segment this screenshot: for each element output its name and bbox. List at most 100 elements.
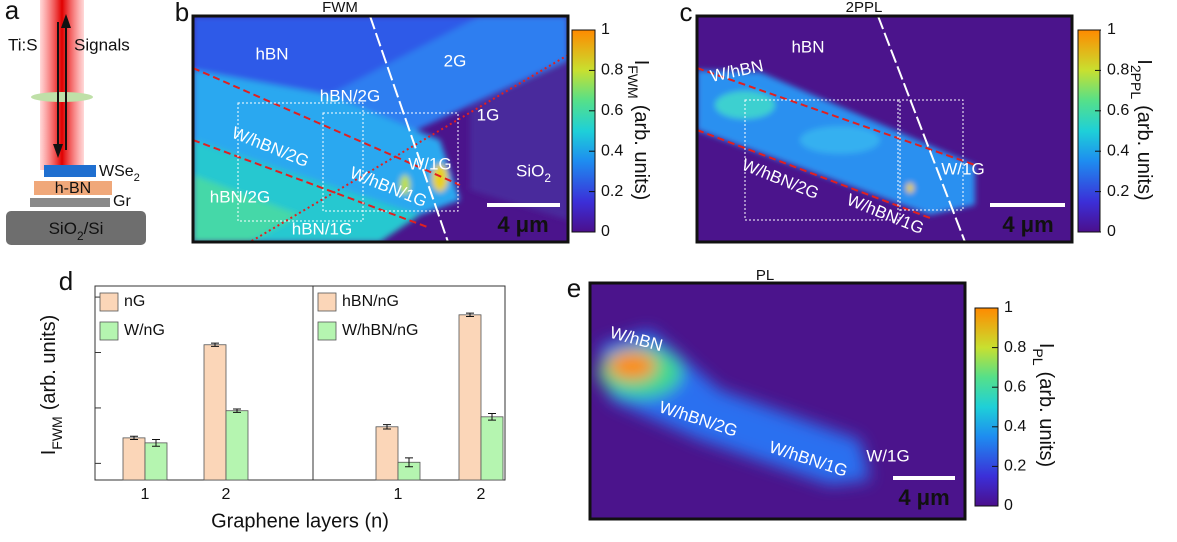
colorbar-tick-label: 0.2 [1107,183,1129,200]
colorbar-tick-label: 0.6 [601,102,623,119]
legend-swatch [317,292,337,312]
map-frame [588,281,967,521]
arrow-head [61,14,71,28]
region-box [237,102,364,222]
region-label: hBN [791,37,824,56]
error-bar [488,412,496,421]
error-bar [152,439,160,447]
region-label: hBN [255,44,288,63]
colorbar-label: IPL (arb. units) [1030,343,1056,467]
x-tick-label: 1 [141,486,150,503]
wse2-label-part: WSe [99,163,134,180]
legend-swatch [317,321,337,341]
colorbar-tick-label: 0 [1107,223,1116,240]
colorbar-tick-label: 1 [1004,299,1013,316]
error-bar [383,424,391,430]
boundary-line [877,16,966,242]
hot-spot [906,183,914,193]
region-label: hBN/2G [320,86,380,105]
map-frame [695,14,1074,244]
error-bar [233,408,241,413]
outline [249,54,568,242]
x-axis-label: Graphene layers (n) [211,510,389,532]
legend-label: nG [124,293,145,310]
error-bar [466,312,474,317]
x-tick-label: 2 [222,486,231,503]
colorbar [974,307,999,507]
colorbar-label-part: 2PPL [1128,65,1144,99]
region-label: hBN/1G [292,219,352,238]
error-bar [130,435,138,441]
colorbar-tick-label: 0.6 [1004,378,1026,395]
pl-map [590,283,965,519]
region-label: W/1G [866,446,909,465]
schematic [6,0,146,245]
outline [193,139,431,229]
plot-frame [94,285,506,481]
panel-letter: b [175,0,189,27]
bar [375,426,399,481]
laser-label: Ti:S [8,35,38,54]
hot-spot [432,164,448,192]
bar [480,416,504,481]
scale-bar-label: 4 μm [898,485,949,510]
region-label: W/1G [941,159,984,178]
error-bar [405,457,413,468]
lens [31,92,93,102]
colorbar-tick-label: 0.6 [1107,102,1129,119]
colorbar [571,29,596,233]
colorbar-tick-label: 0.8 [1004,339,1026,356]
bar [458,314,482,481]
region-label: hBN/2G [210,187,270,206]
colorbar-label-part: I [1133,59,1155,65]
map-region [470,60,568,220]
colorbar-label-part: (arb. units) [630,105,652,201]
region-box [897,99,964,211]
2ppl-map [697,16,1072,242]
map-title: 2PPL [846,0,883,16]
graphene-layer [30,198,110,207]
colorbar-tick-label: 0 [1004,497,1013,514]
colorbar-tick-label: 0.4 [601,142,623,159]
region-label: W/1G [408,154,451,173]
map-region [193,16,480,95]
colorbar [1077,29,1101,233]
map-title: PL [756,267,774,284]
legend-label: W/nG [124,322,165,339]
colorbar-label: IFWM (arb. units) [625,60,651,201]
region-box [744,99,901,221]
error-bar [211,342,219,347]
colorbar-tick-label: 0.4 [1004,418,1026,435]
y-axis-label-part: (arb. units) [38,315,60,411]
map-frame [191,14,570,244]
boundary-line [369,16,449,242]
region-box [322,112,459,212]
bar [225,410,249,481]
map-region [300,16,568,140]
panel-letter: a [5,0,20,25]
bar [122,437,146,481]
outline [697,67,976,166]
colorbar-label-part: I [630,60,652,66]
legend-swatch [99,292,119,312]
gr-label: Gr [113,193,131,210]
map-region [193,175,300,242]
colorbar-tick-label: 0.2 [601,183,623,200]
panel-letter: e [567,273,581,303]
panel-letter: c [680,0,693,27]
map-region [800,126,880,154]
wse2-label: WSe2 [99,163,140,184]
hbn-layer [34,181,112,195]
outline [193,67,461,186]
colorbar-tick-label: 0.2 [1004,458,1026,475]
substrate-label-part: /Si [84,219,104,238]
x-tick-label: 2 [477,486,486,503]
colorbar-tick-label: 0.8 [1107,62,1129,79]
colorbar-tick-label: 0.8 [601,62,623,79]
hbn-label: h-BN [55,180,91,197]
scale-bar-label: 4 μm [1002,212,1053,237]
colorbar-tick-label: 0 [601,223,610,240]
legend-label: hBN/nG [342,293,399,310]
y-axis-label: IFWM (arb. units) [38,315,64,456]
